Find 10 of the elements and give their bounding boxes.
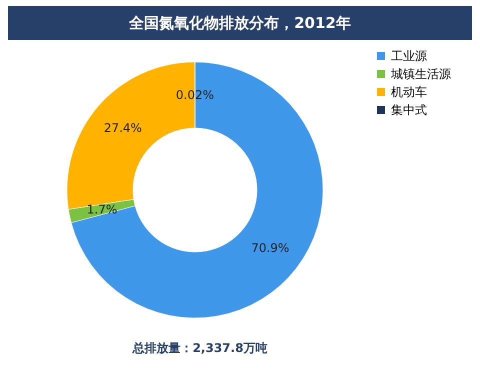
legend-label: 集中式 [391,103,427,117]
data-label: 27.4% [104,121,142,136]
data-label: 1.7% [86,202,118,216]
data-label: 0.02% [176,88,214,102]
data-label: 70.9% [251,240,290,255]
legend-label: 城镇生活源 [390,67,451,81]
chart-title: 全国氮氧化物排放分布，2012年 [8,6,472,40]
legend-label: 工业源 [391,49,427,63]
legend-label: 机动车 [391,85,427,99]
text: 总排放量：2,337.8万吨 [131,340,268,357]
